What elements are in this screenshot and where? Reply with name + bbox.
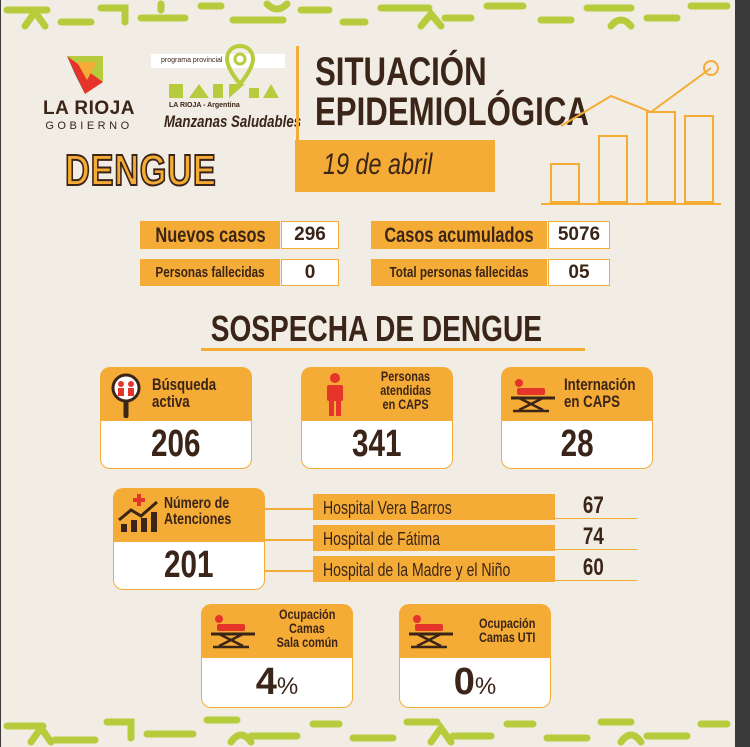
casos-acumulados-label: Casos acumulados: [384, 224, 534, 247]
uti-unit: %: [474, 673, 497, 700]
atendidas-line1: Personas: [381, 368, 431, 384]
hospital-name: Hospital Vera Barros: [323, 498, 452, 518]
title-block: SITUACIÓN EPIDEMIOLÓGICA: [315, 52, 625, 132]
disease-title: DENGUE: [64, 145, 217, 196]
program-tag-box: programa provincial: [151, 54, 285, 68]
hospital-row-3: Hospital de la Madre y el Niño: [313, 556, 555, 582]
top-border-decoration: [3, 0, 731, 30]
atendidas-line3: en CAPS: [382, 396, 430, 412]
hospital-value-2: 74: [555, 523, 631, 551]
atendidas-value: 341: [301, 421, 453, 469]
nuevos-casos-label: Nuevos casos: [155, 224, 266, 247]
casos-acumulados-label-box: Casos acumulados: [371, 221, 547, 249]
stretcher-icon: [211, 615, 255, 649]
total-fallecidas-label-box: Total personas fallecidas: [371, 259, 547, 286]
atenciones-title: Número de Atenciones: [164, 496, 274, 528]
atendidas-title: Personas atendidas en CAPS: [361, 369, 451, 411]
uti-value: 0%: [399, 658, 551, 708]
casos-acumulados-value: 5076: [548, 221, 610, 249]
internacion-line2: en CAPS: [564, 392, 621, 411]
internacion-number: 28: [560, 423, 594, 465]
program-country: LA RIOJA - Argentina: [169, 102, 240, 109]
title-line2: EPIDEMIOLÓGICA: [315, 90, 589, 134]
search-people-icon: [111, 373, 141, 418]
sospecha-title-wrap: SOSPECHA DE DENGUE: [151, 308, 601, 350]
hospital-line: [555, 580, 637, 581]
uti-number: 0: [453, 661, 475, 703]
hospital-value: 60: [582, 554, 604, 581]
bottom-border-decoration: [3, 716, 731, 746]
busqueda-title: Búsqueda activa: [152, 376, 262, 410]
program-logo-shapes: [169, 84, 279, 98]
sala-comun-line1: Ocupación: [278, 606, 336, 622]
chart-cross-icon: [118, 494, 158, 532]
gov-subtitle: GOBIERNO: [45, 120, 133, 132]
hospital-value: 67: [582, 492, 604, 519]
sala-comun-number: 4: [255, 661, 277, 703]
program-tag: programa provincial: [161, 57, 223, 64]
gov-name: LA RIOJA: [43, 98, 135, 119]
program-name: Manzanas Saludables: [164, 112, 302, 131]
total-fallecidas-label: Total personas fallecidas: [389, 264, 529, 281]
busqueda-line1: Búsqueda: [152, 375, 217, 394]
hospital-row-1: Hospital Vera Barros: [313, 494, 555, 520]
personas-fallecidas-label: Personas fallecidas: [155, 264, 265, 281]
hospital-line: [555, 518, 637, 519]
nuevos-casos-value: 296: [281, 221, 339, 249]
person-icon: [327, 373, 343, 416]
sala-comun-unit: %: [276, 673, 299, 700]
sala-comun-line3: Sala común: [276, 634, 338, 650]
atenciones-line1: Número de: [164, 495, 230, 512]
hospital-value-1: 67: [555, 492, 631, 520]
stretcher-icon: [409, 615, 453, 649]
total-fallecidas-value: 05: [548, 259, 610, 286]
date-banner: 19 de abril: [295, 140, 495, 192]
la-rioja-logo-icon: [67, 56, 103, 94]
uti-line1: Ocupación: [478, 615, 536, 631]
stretcher-icon: [511, 379, 555, 413]
internacion-title: Internación en CAPS: [564, 376, 664, 410]
title-line1: SITUACIÓN: [315, 50, 487, 94]
uti-line2: Camas UTI: [478, 629, 536, 645]
hospital-value: 74: [582, 523, 604, 550]
connector-line: [265, 508, 313, 510]
gov-logo-text: LA RIOJA GOBIERNO: [39, 98, 139, 132]
nuevos-casos-label-box: Nuevos casos: [140, 221, 280, 249]
connector-line: [265, 539, 313, 541]
sospecha-underline: [201, 348, 585, 351]
title-divider: [296, 46, 299, 146]
connector-line: [265, 570, 313, 572]
hospital-name: Hospital de Fátima: [323, 529, 441, 549]
atendidas-number: 341: [352, 423, 402, 465]
sala-comun-title: Ocupación Camas Sala común: [263, 607, 351, 649]
atenciones-value: 201: [113, 542, 265, 590]
sala-comun-value: 4%: [201, 658, 353, 708]
hospital-value-3: 60: [555, 554, 631, 582]
hospital-line: [555, 549, 637, 550]
report-date: 19 de abril: [323, 148, 433, 181]
atendidas-line2: atendidas: [380, 382, 432, 398]
disease-title-wrap: DENGUE: [64, 145, 255, 196]
bar-chart-trend-icon: [541, 60, 721, 205]
busqueda-number: 206: [151, 423, 201, 465]
uti-title: Ocupación Camas UTI: [463, 616, 551, 644]
program-name-wrap: Manzanas Saludables: [164, 112, 314, 132]
atenciones-line2: Atenciones: [164, 511, 232, 528]
busqueda-value: 206: [100, 421, 252, 469]
hospital-row-2: Hospital de Fátima: [313, 525, 555, 551]
hospital-name: Hospital de la Madre y el Niño: [323, 560, 511, 580]
personas-fallecidas-value: 0: [281, 259, 339, 286]
internacion-line1: Internación: [564, 375, 636, 394]
internacion-value: 28: [501, 421, 653, 469]
personas-fallecidas-label-box: Personas fallecidas: [140, 259, 280, 286]
sospecha-title: SOSPECHA DE DENGUE: [210, 308, 542, 349]
busqueda-line2: activa: [152, 392, 190, 411]
infographic: LA RIOJA GOBIERNO programa provincial LA…: [1, 0, 735, 747]
atendidas-card-head: [301, 367, 453, 421]
atenciones-number: 201: [164, 544, 214, 586]
sala-comun-line2: Camas: [289, 620, 325, 636]
